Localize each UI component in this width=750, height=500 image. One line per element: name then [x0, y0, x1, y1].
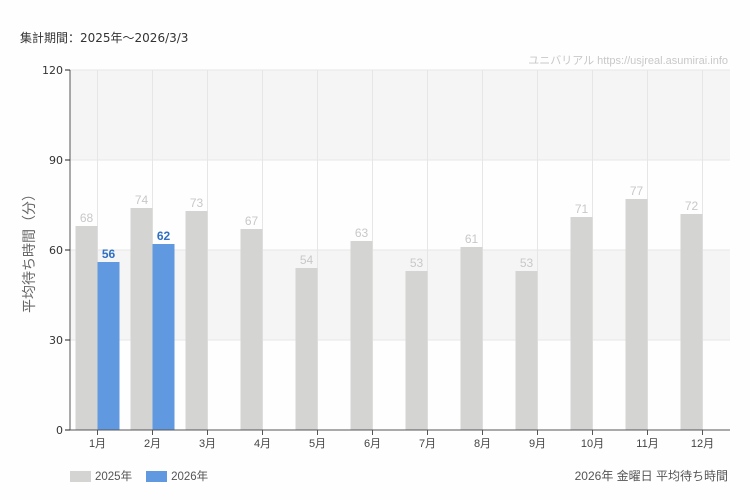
bar-2025 — [240, 229, 263, 430]
x-tick-label: 8月 — [474, 438, 491, 450]
x-tick-label: 7月 — [419, 438, 436, 450]
x-tick-label: 3月 — [199, 438, 216, 450]
bar-2025 — [295, 268, 318, 430]
bar-label-2025: 67 — [245, 214, 259, 228]
grid-band — [70, 250, 730, 340]
bar-2025 — [570, 217, 593, 430]
bar-2025 — [350, 241, 373, 430]
legend-label-2026: 2026年 — [171, 471, 209, 483]
bar-2025 — [460, 247, 483, 430]
bar-2025 — [185, 211, 208, 430]
legend-label-2025: 2025年 — [95, 471, 133, 483]
x-tick-label: 4月 — [254, 438, 271, 450]
bar-label-2025: 54 — [300, 253, 314, 267]
x-tick-label: 5月 — [309, 438, 326, 450]
bar-label-2025: 73 — [190, 196, 204, 210]
bar-2026 — [152, 244, 175, 430]
grid-band — [70, 70, 730, 160]
bar-label-2025: 68 — [80, 211, 94, 225]
x-tick-label: 10月 — [581, 438, 604, 450]
x-tick-label: 9月 — [529, 438, 546, 450]
bar-label-2025: 63 — [355, 226, 369, 240]
legend-item-2025[interactable]: 2025年 — [70, 468, 132, 484]
x-tick-label: 11月 — [636, 438, 658, 450]
bar-label-2025: 61 — [465, 232, 479, 246]
y-tick-label: 0 — [56, 424, 63, 437]
legend-swatch-2025 — [70, 470, 91, 482]
bar-2025 — [515, 271, 538, 430]
legend-swatch-2026 — [146, 470, 168, 482]
site-credit: ユニバリアル https://usjreal.asumirai.info — [528, 55, 728, 67]
bar-label-2026: 56 — [102, 247, 116, 261]
bar-label-2025: 53 — [410, 256, 424, 270]
bar-label-2025: 71 — [575, 202, 589, 216]
y-tick-label: 60 — [49, 244, 63, 257]
bar-label-2025: 72 — [685, 199, 699, 213]
x-tick-label: 12月 — [691, 438, 714, 450]
bar-label-2025: 74 — [135, 193, 149, 207]
bar-label-2025: 53 — [520, 256, 534, 270]
bar-2025 — [625, 199, 648, 430]
legend-item-2026[interactable]: 2026年 — [146, 468, 208, 484]
chart-legend: 2025年 2026年 — [70, 468, 208, 484]
y-axis-label: 平均待ち時間（分） — [22, 187, 38, 313]
bar-2025 — [680, 214, 703, 430]
chart-subtitle: 2026年 金曜日 平均待ち時間 — [574, 469, 728, 483]
bar-label-2025: 77 — [630, 184, 644, 198]
y-tick-label: 30 — [49, 334, 63, 347]
y-tick-label: 90 — [49, 154, 63, 167]
bar-2025 — [130, 208, 153, 430]
x-tick-label: 1月 — [89, 438, 106, 450]
bar-label-2026: 62 — [157, 229, 171, 243]
x-tick-label: 6月 — [364, 438, 381, 450]
bar-2026 — [97, 262, 120, 430]
bar-2025 — [405, 271, 428, 430]
aggregation-period: 集計期間：2025年～2026/3/3 — [20, 31, 189, 45]
x-tick-label: 2月 — [144, 438, 161, 450]
bar-2025 — [75, 226, 98, 430]
y-tick-label: 120 — [42, 64, 63, 77]
